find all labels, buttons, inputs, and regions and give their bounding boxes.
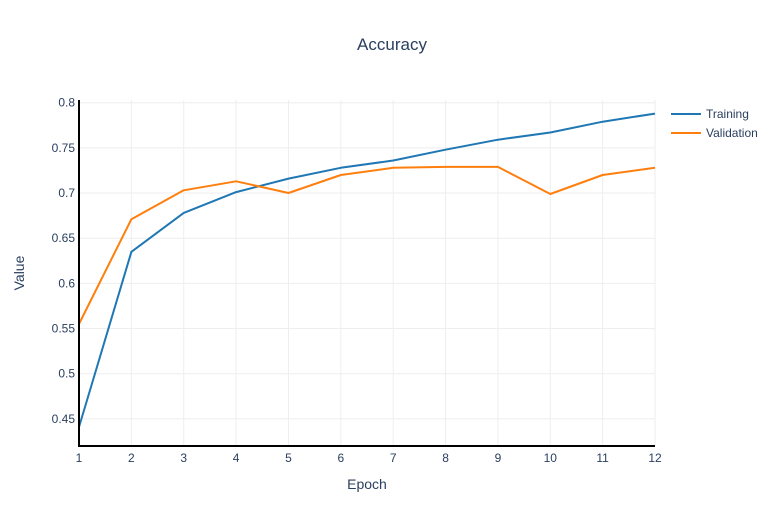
- y-tick-label: 0.55: [52, 322, 76, 336]
- x-tick-label: 6: [337, 451, 344, 465]
- legend-item-validation[interactable]: Validation: [671, 126, 758, 140]
- x-axis-title: Epoch: [347, 476, 387, 492]
- x-tick-label: 12: [648, 451, 662, 465]
- x-tick-label: 7: [390, 451, 397, 465]
- x-tick-label: 10: [544, 451, 558, 465]
- legend-item-training[interactable]: Training: [671, 107, 749, 121]
- x-tick-label: 2: [128, 451, 135, 465]
- x-tick-label: 9: [495, 451, 502, 465]
- x-gridlines: [78, 100, 656, 446]
- y-tick-label: 0.7: [58, 186, 75, 200]
- series-line-training: [78, 112, 656, 428]
- legend-label: Validation: [706, 126, 758, 140]
- x-tick-label: 3: [180, 451, 187, 465]
- series-line-validation: [78, 165, 656, 325]
- y-axis-title: Value: [11, 255, 27, 290]
- chart-title: Accuracy: [357, 35, 427, 54]
- x-tick-label: 8: [442, 451, 449, 465]
- y-tick-label: 0.6: [58, 276, 75, 290]
- y-tick-label: 0.45: [52, 412, 76, 426]
- y-tick-label: 0.5: [58, 367, 75, 381]
- series-layer: [78, 112, 656, 428]
- legend: Training Validation: [671, 107, 758, 140]
- x-tick-label: 5: [285, 451, 292, 465]
- y-gridlines: [79, 102, 655, 420]
- y-tick-label: 0.75: [52, 141, 76, 155]
- y-tick-labels: 0.45 0.5 0.55 0.6 0.65 0.7 0.75 0.8: [52, 96, 76, 426]
- x-tick-label: 4: [233, 451, 240, 465]
- y-tick-label: 0.8: [58, 96, 75, 110]
- y-tick-label: 0.65: [52, 231, 76, 245]
- legend-label: Training: [706, 107, 749, 121]
- x-tick-label: 11: [596, 451, 609, 465]
- x-tick-label: 1: [76, 451, 83, 465]
- x-tick-labels: 1 2 3 4 5 6 7 8 9 10 11 12: [76, 451, 662, 465]
